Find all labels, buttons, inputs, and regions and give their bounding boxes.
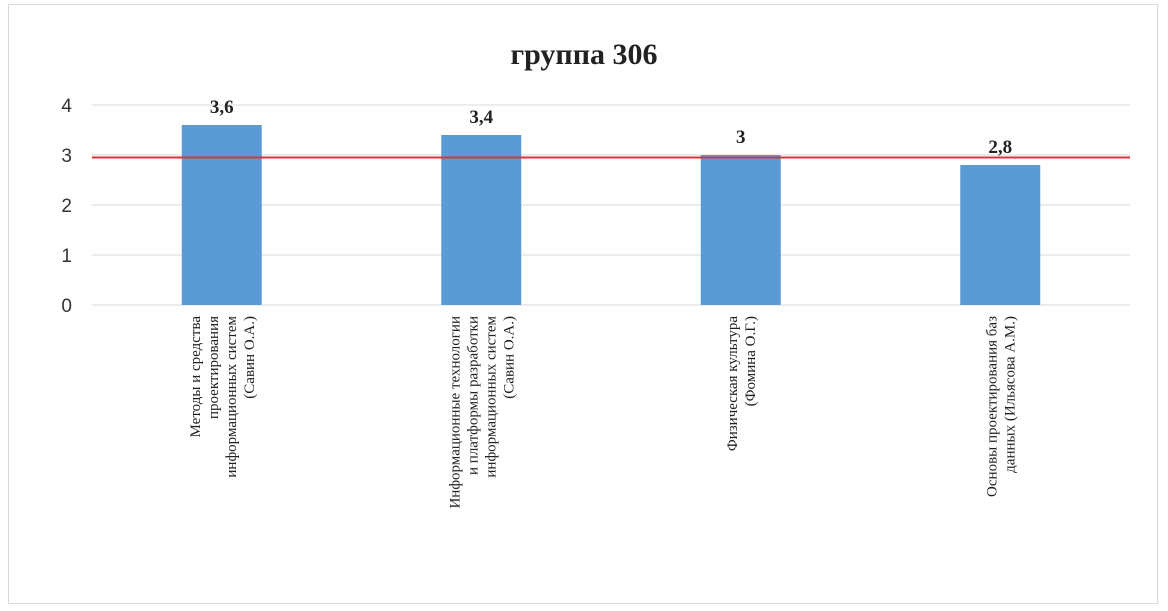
data-label: 3,4 bbox=[469, 107, 493, 128]
bar bbox=[960, 165, 1041, 305]
y-tick-label: 4 bbox=[61, 96, 72, 117]
category-label: Основы проектирования баз bbox=[984, 316, 1000, 497]
y-tick-label: 1 bbox=[61, 246, 72, 267]
category-labels: Методы и средства проектирования информаци… bbox=[188, 316, 1019, 509]
category-label: проектирования bbox=[206, 316, 222, 419]
category-label: (Савин О.А.) bbox=[242, 316, 258, 399]
y-tick-label: 2 bbox=[61, 196, 72, 217]
bar bbox=[700, 155, 781, 305]
data-label: 2,8 bbox=[988, 137, 1012, 158]
category-label: данных (Ильясова А.М.) bbox=[1002, 316, 1018, 473]
data-label: 3 bbox=[736, 127, 746, 148]
bar bbox=[181, 125, 262, 305]
data-labels: 3,6 3,4 3 2,8 bbox=[210, 97, 1012, 158]
y-tick-label: 0 bbox=[61, 296, 72, 317]
category-label: Физическая культура bbox=[725, 316, 741, 451]
gridlines bbox=[92, 104, 1130, 306]
category-label: Информационные технологии bbox=[447, 316, 463, 509]
category-label: информационных систем bbox=[483, 316, 499, 478]
chart-title: группа 306 bbox=[511, 38, 658, 71]
y-axis-ticks: 0 1 2 3 4 bbox=[61, 96, 72, 317]
category-label: информационных систем bbox=[224, 316, 240, 478]
bar bbox=[441, 135, 522, 305]
category-label: и платформы разработки bbox=[465, 316, 481, 475]
bars bbox=[181, 125, 1041, 305]
y-tick-label: 3 bbox=[61, 146, 72, 167]
category-label: (Савин О.А.) bbox=[501, 316, 517, 399]
category-label: Методы и средства bbox=[188, 316, 204, 438]
category-label: (Фомина О.Г.) bbox=[743, 316, 759, 406]
data-label: 3,6 bbox=[210, 97, 234, 118]
